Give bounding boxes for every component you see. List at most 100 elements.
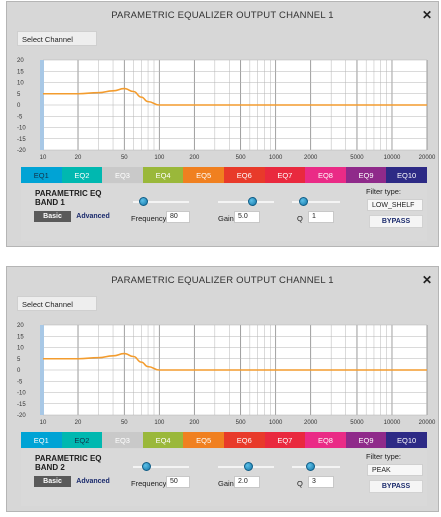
close-icon[interactable]: ✕ <box>421 8 432 22</box>
y-tick-label: -10 <box>17 391 26 397</box>
slider-knob[interactable] <box>248 197 257 206</box>
slider-knob[interactable] <box>299 197 308 206</box>
eq-tab-8[interactable]: EQ8 <box>305 167 346 183</box>
eq-tab-8[interactable]: EQ8 <box>305 432 346 448</box>
band-title-line2: BAND 1 <box>35 198 65 207</box>
x-tick-label: 1000 <box>269 420 283 426</box>
frequency-input[interactable]: 50 <box>166 476 190 488</box>
gain-scale-bar <box>40 325 44 415</box>
q-input[interactable]: 3 <box>308 476 334 488</box>
title-bar: PARAMETRIC EQUALIZER OUTPUT CHANNEL 1 ✕ <box>7 2 438 26</box>
x-tick-label: 10000 <box>384 155 401 161</box>
eq-tab-5[interactable]: EQ5 <box>183 167 224 183</box>
frequency-label: Frequency <box>131 479 167 488</box>
slider-knob[interactable] <box>139 197 149 206</box>
y-tick-label: 20 <box>17 323 24 329</box>
eq-tab-3[interactable]: EQ3 <box>102 432 143 448</box>
x-tick-label: 10 <box>40 420 47 426</box>
x-tick-label: 200 <box>189 155 200 161</box>
x-tick-label: 100 <box>154 155 165 161</box>
y-tick-label: -15 <box>17 402 26 408</box>
x-tick-label: 5000 <box>350 155 364 161</box>
equalizer-window: PARAMETRIC EQUALIZER OUTPUT CHANNEL 1 ✕ … <box>6 266 439 512</box>
slider-knob[interactable] <box>243 462 253 471</box>
x-tick-label: 100 <box>154 420 165 426</box>
gain-scale-bar <box>40 60 44 150</box>
eq-tab-1[interactable]: EQ1 <box>21 432 62 448</box>
q-label: Q <box>297 214 303 223</box>
gain-input[interactable]: 5.0 <box>234 211 260 223</box>
window-title: PARAMETRIC EQUALIZER OUTPUT CHANNEL 1 <box>111 275 334 286</box>
close-icon[interactable]: ✕ <box>421 273 432 287</box>
eq-tab-4[interactable]: EQ4 <box>142 167 184 183</box>
slider-track <box>292 201 340 203</box>
eq-tab-10[interactable]: EQ10 <box>386 432 427 448</box>
eq-tab-10[interactable]: EQ10 <box>386 167 427 183</box>
eq-tab-6[interactable]: EQ6 <box>223 167 265 183</box>
band-title-line1: PARAMETRIC EQ <box>35 454 102 463</box>
slider-track <box>218 201 274 203</box>
y-tick-label: 5 <box>17 92 21 98</box>
bypass-button[interactable]: BYPASS <box>369 215 423 228</box>
select-channel-button[interactable]: Select Channel <box>17 31 97 46</box>
x-tick-label: 20000 <box>419 155 436 161</box>
eq-tab-2[interactable]: EQ2 <box>61 432 103 448</box>
gain-slider[interactable] <box>218 197 274 207</box>
x-tick-label: 50 <box>121 155 128 161</box>
y-tick-label: -10 <box>17 126 26 132</box>
x-tick-label: 10 <box>40 155 47 161</box>
band-settings-panel: PARAMETRIC EQ BAND 1 Basic Advanced Freq… <box>21 184 427 241</box>
y-tick-label: -20 <box>17 413 26 419</box>
response-curve <box>43 87 427 106</box>
y-tick-label: 10 <box>17 346 24 352</box>
eq-tab-9[interactable]: EQ9 <box>345 432 387 448</box>
eq-tab-6[interactable]: EQ6 <box>223 432 265 448</box>
eq-band-tabs: EQ1 EQ2 EQ3 EQ4 EQ5 EQ6 EQ7 EQ8 EQ9 EQ10 <box>21 432 427 448</box>
frequency-slider[interactable] <box>133 197 189 207</box>
eq-tab-2[interactable]: EQ2 <box>61 167 103 183</box>
filter-type-select[interactable]: PEAK <box>367 464 423 476</box>
eq-band-tabs: EQ1 EQ2 EQ3 EQ4 EQ5 EQ6 EQ7 EQ8 EQ9 EQ10 <box>21 167 427 183</box>
x-tick-label: 200 <box>189 420 200 426</box>
bypass-button[interactable]: BYPASS <box>369 480 423 493</box>
advanced-mode-button[interactable]: Advanced <box>76 478 110 485</box>
eq-tab-7[interactable]: EQ7 <box>264 167 306 183</box>
y-tick-label: -20 <box>17 148 26 154</box>
eq-tab-3[interactable]: EQ3 <box>102 167 143 183</box>
advanced-mode-button[interactable]: Advanced <box>76 213 110 220</box>
x-tick-label: 500 <box>236 155 247 161</box>
eq-tab-5[interactable]: EQ5 <box>183 432 224 448</box>
y-tick-label: -5 <box>17 379 23 385</box>
band-title: PARAMETRIC EQ BAND 1 <box>35 189 125 207</box>
filter-type-label: Filter type: <box>366 452 402 461</box>
y-tick-label: 20 <box>17 58 24 64</box>
slider-knob[interactable] <box>142 462 151 471</box>
y-tick-label: -15 <box>17 137 26 143</box>
eq-tab-4[interactable]: EQ4 <box>142 432 184 448</box>
basic-mode-button[interactable]: Basic <box>34 476 71 487</box>
slider-track <box>133 466 189 468</box>
eq-tab-9[interactable]: EQ9 <box>345 167 387 183</box>
filter-type-select[interactable]: LOW_SHELF <box>367 199 423 211</box>
gain-label: Gain <box>218 479 234 488</box>
slider-track <box>133 201 189 203</box>
frequency-slider[interactable] <box>133 462 189 472</box>
x-tick-label: 20 <box>75 420 82 426</box>
q-input[interactable]: 1 <box>308 211 334 223</box>
select-channel-button[interactable]: Select Channel <box>17 296 97 311</box>
band-title: PARAMETRIC EQ BAND 2 <box>35 454 125 472</box>
eq-tab-7[interactable]: EQ7 <box>264 432 306 448</box>
gain-input[interactable]: 2.0 <box>234 476 260 488</box>
x-tick-label: 20 <box>75 155 82 161</box>
slider-knob[interactable] <box>306 462 316 471</box>
q-slider[interactable] <box>292 197 340 207</box>
x-tick-label: 500 <box>236 420 247 426</box>
frequency-input[interactable]: 80 <box>166 211 190 223</box>
band-title-line1: PARAMETRIC EQ <box>35 189 102 198</box>
gain-slider[interactable] <box>218 462 274 472</box>
response-curve <box>43 352 427 371</box>
basic-mode-button[interactable]: Basic <box>34 211 71 222</box>
q-slider[interactable] <box>292 462 340 472</box>
eq-tab-1[interactable]: EQ1 <box>21 167 62 183</box>
